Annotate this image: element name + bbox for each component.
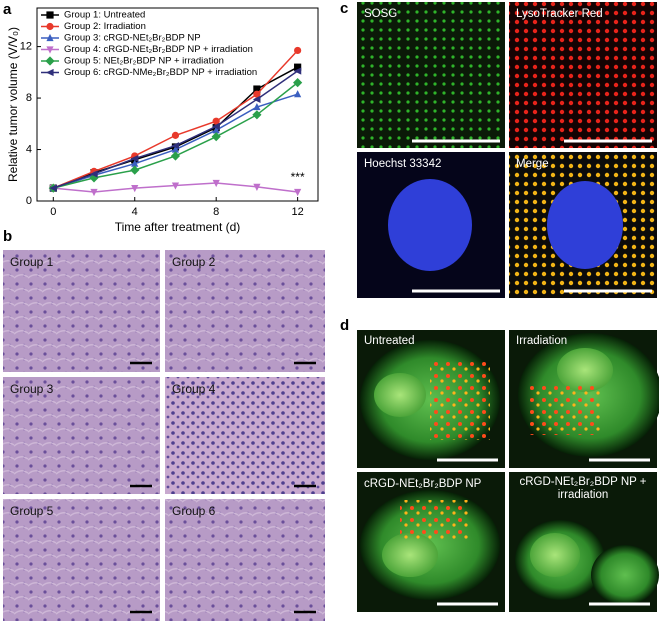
nucleus [382,533,438,577]
plot-frame [36,7,319,202]
image-label-box: cRGD-NEt₂Br₂BDP NP + irradiation [519,476,647,501]
marker [49,184,57,192]
marker [130,154,139,163]
image-label: Hoechst 33342 [364,158,441,170]
image-label: cRGD-NEt₂Br₂BDP NP + irradiation [519,476,647,501]
fluorescence-image [509,2,657,148]
y-tick-label: 8 [26,92,32,104]
marker [131,159,139,167]
marker [46,46,54,54]
y-tick-label: 0 [26,195,32,207]
chart: 0 4 8 12 0 4 8 12 Time after treatment (d) Relati… [6,7,319,234]
marker [293,67,302,75]
histology-image [3,499,160,621]
image-label: SOSG [364,8,397,20]
x-tick-label: 8 [213,206,219,218]
image-label: Irradiation [516,335,567,347]
marker [45,68,54,77]
marker [89,170,98,178]
image-label: Group 2 [172,255,216,269]
marker [171,145,180,153]
histology-image [3,377,160,494]
marker [171,131,180,139]
marker [294,63,302,71]
image-label: Merge [516,158,549,170]
nucleus [547,181,623,269]
nucleus [530,533,580,577]
marker [46,33,54,42]
marker [253,183,261,191]
legend-label: Group 3: cRGD-NEt₂Br₂BDP NP [64,33,201,44]
legend-label: Group 4: cRGD-NEt₂Br₂BDP NP + irradiatio… [64,44,253,55]
scale-bars [437,458,650,606]
marker [170,151,181,161]
image-label: Untreated [364,335,415,347]
organelle-dots [400,500,470,540]
marker [293,78,303,88]
y-tick-label: 12 [20,41,32,53]
image-label: LysoTracker Red [516,8,603,20]
marker [171,182,180,190]
marker [46,11,54,19]
marker [212,122,220,130]
legend-label: Group 6: cRGD-NMe₂Br₂BDP NP + irradiatio… [64,67,257,78]
scale-bars [130,361,316,614]
panel-label: c [340,0,348,17]
marker [90,188,98,197]
organelle-dots [430,360,490,440]
marker [294,188,302,197]
y-tick-label: 4 [26,143,32,155]
image-label: Group 5 [10,504,54,518]
marker [130,165,140,175]
marker [253,102,261,111]
histology-image [165,499,325,621]
x-tick-label: 0 [50,206,56,218]
marker [46,22,54,31]
image-label: Group 1 [10,255,54,269]
marker [45,56,55,66]
marker [253,90,261,98]
panel-label: d [340,317,349,334]
image-label: Group 6 [172,504,216,518]
marker [211,132,221,142]
panel-label: b [3,228,12,245]
marker [252,95,261,103]
series-line [53,70,299,189]
marker [212,126,220,134]
marker [294,90,302,98]
marker [294,46,302,55]
marker [253,85,261,93]
image-label: Group 3 [10,382,54,396]
marker [212,179,220,188]
histology-image [165,250,325,372]
image-label: cRGD-NEt₂Br₂BDP NP [364,478,482,490]
organelle-dots [530,385,600,435]
x-axis-label: Time after treatment (d) [115,220,241,234]
histology-image [3,250,160,372]
image-label: Group 4 [172,382,216,396]
nucleus [557,348,613,392]
x-tick-label: 4 [132,206,138,218]
y-axis-label: Relative tumor volume (V/V₀) [6,27,20,182]
legend-label: Group 1: Untreated [64,10,145,21]
annotation: *** [291,170,305,184]
nucleus [388,179,472,271]
legend-label: Group 5: NEt₂Br₂BDP NP + irradiation [64,56,224,67]
series-line [53,66,298,189]
marker [131,185,139,193]
marker [252,110,262,120]
nucleus [374,373,426,417]
histology-image [165,377,325,494]
marker [171,142,180,150]
cell [591,545,659,605]
x-tick-label: 12 [292,206,304,218]
fluorescence-image [357,2,505,148]
panel-label: a [3,1,12,18]
marker [212,117,220,125]
scale-bars [412,139,652,293]
legend-label: Group 2: Irradiation [64,21,146,32]
